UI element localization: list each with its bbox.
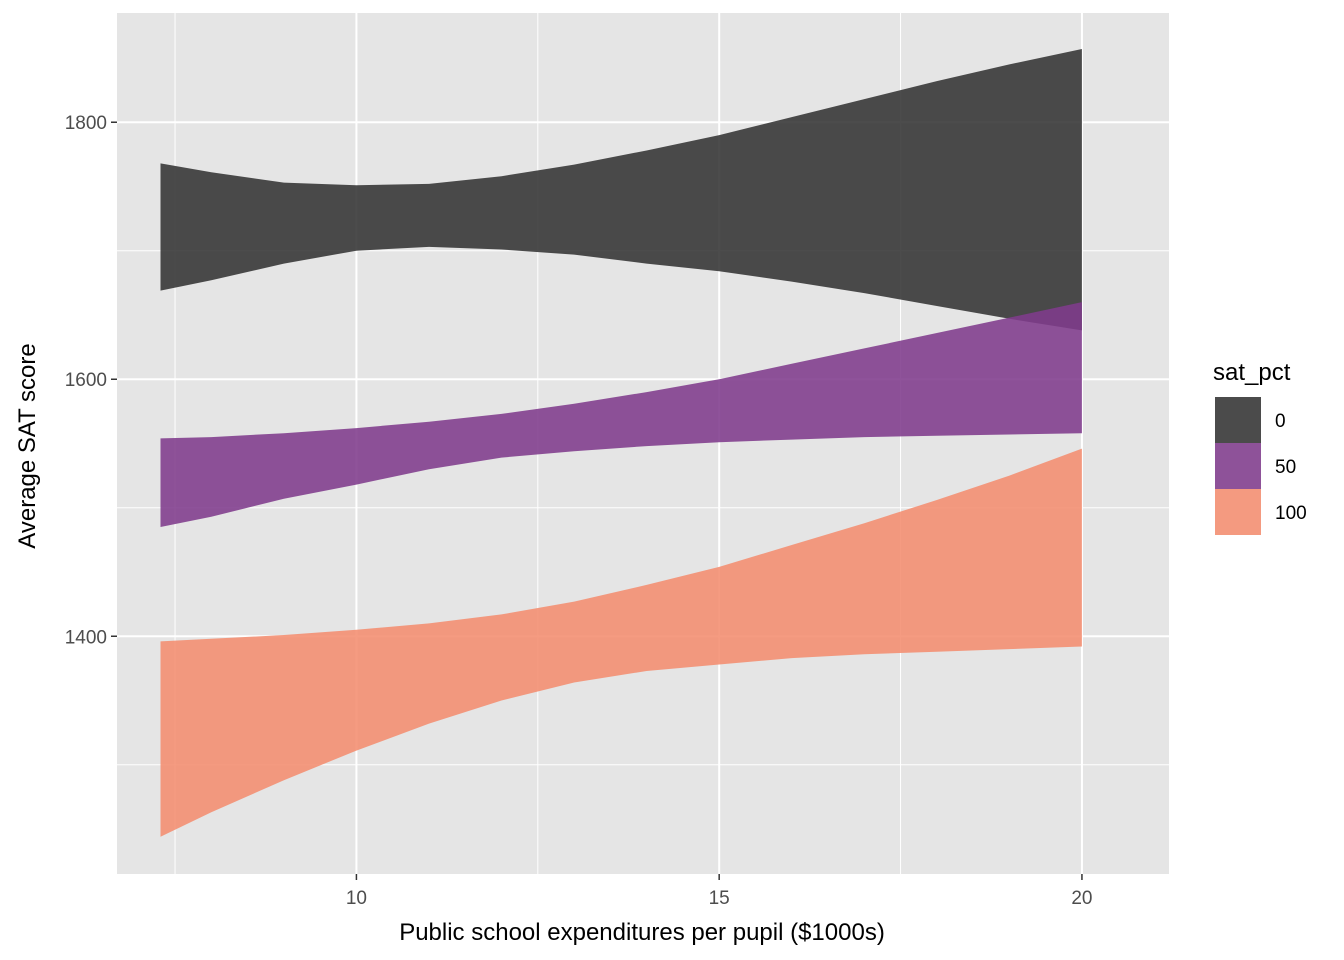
ribbon-100 xyxy=(160,448,1082,837)
y-axis: 1400 1600 1800 xyxy=(65,113,117,648)
x-axis-title: Public school expenditures per pupil ($1… xyxy=(399,919,885,946)
legend-key-50 xyxy=(1215,443,1261,489)
legend-label: 50 xyxy=(1275,457,1296,478)
y-axis-title: Average SAT score xyxy=(14,343,41,548)
x-axis: 10 15 20 xyxy=(346,874,1093,909)
legend-title: sat_pct xyxy=(1213,359,1291,386)
x-tick-label: 15 xyxy=(709,888,730,909)
legend-key-100 xyxy=(1215,489,1261,535)
legend-label: 100 xyxy=(1275,503,1307,524)
y-tick-label: 1400 xyxy=(65,627,107,648)
ribbon-0 xyxy=(160,49,1082,331)
legend-key-0 xyxy=(1215,397,1261,443)
x-tick-label: 10 xyxy=(346,888,367,909)
y-tick-label: 1800 xyxy=(65,113,107,134)
x-tick-label: 20 xyxy=(1071,888,1092,909)
plot-panel xyxy=(117,13,1169,874)
legend-label: 0 xyxy=(1275,411,1286,432)
y-tick-label: 1600 xyxy=(65,370,107,391)
ribbon-50 xyxy=(160,302,1082,527)
legend: sat_pct 0 50 100 xyxy=(1213,359,1307,535)
